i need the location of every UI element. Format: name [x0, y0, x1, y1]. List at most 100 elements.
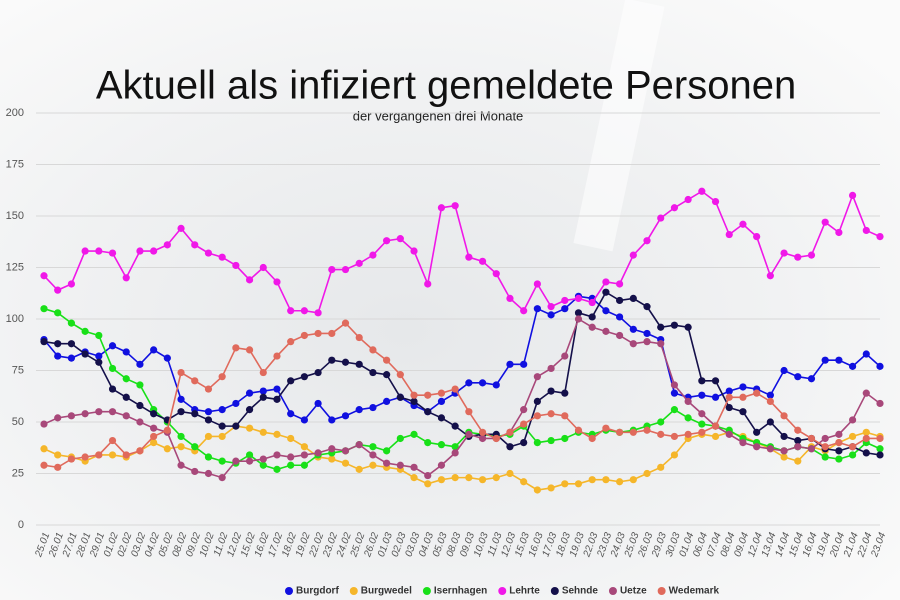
point: [383, 447, 391, 455]
point: [191, 410, 199, 418]
point: [835, 228, 843, 237]
point: [204, 249, 213, 257]
point: [520, 420, 528, 428]
point: [95, 352, 103, 360]
point: [766, 397, 774, 405]
point: [67, 319, 76, 327]
point: [177, 432, 185, 441]
point: [273, 465, 281, 473]
legend-marker: [550, 587, 559, 595]
point: [561, 434, 569, 443]
point: [396, 235, 404, 243]
point: [314, 309, 322, 317]
point: [369, 461, 377, 469]
y-tick-label: 25: [12, 467, 24, 479]
point: [300, 451, 308, 459]
point: [355, 333, 363, 342]
point: [602, 278, 610, 286]
point: [478, 428, 487, 436]
point: [657, 430, 665, 438]
point: [369, 451, 377, 459]
point: [122, 274, 130, 282]
point: [602, 288, 610, 296]
point: [520, 360, 528, 368]
point: [876, 445, 884, 453]
point: [396, 371, 404, 379]
point: [602, 424, 610, 432]
point: [95, 451, 103, 459]
point: [574, 294, 583, 302]
point: [328, 356, 336, 364]
point: [547, 387, 555, 395]
point: [670, 389, 679, 397]
point: [876, 434, 884, 443]
point: [54, 414, 62, 422]
point: [150, 432, 158, 441]
point: [108, 385, 117, 393]
point: [711, 377, 720, 385]
point: [245, 389, 254, 397]
point: [396, 461, 404, 469]
point: [821, 453, 829, 461]
point: [657, 463, 665, 471]
point: [108, 342, 117, 350]
point: [67, 412, 76, 420]
point: [780, 366, 788, 375]
point: [218, 373, 226, 381]
point: [506, 428, 514, 436]
point: [355, 406, 363, 414]
point: [314, 399, 322, 408]
point: [711, 432, 720, 441]
point: [355, 259, 363, 267]
point: [273, 451, 281, 459]
point: [862, 350, 870, 358]
point: [848, 443, 857, 451]
point: [821, 356, 829, 364]
point: [314, 449, 322, 457]
point: [766, 445, 774, 453]
y-tick-label: 75: [12, 364, 24, 376]
point: [81, 327, 89, 335]
point: [657, 214, 665, 222]
point: [588, 298, 596, 307]
point: [670, 451, 679, 459]
point: [259, 455, 267, 463]
point: [108, 436, 117, 445]
point: [355, 441, 363, 449]
point: [643, 237, 651, 245]
legend-marker: [349, 587, 358, 595]
point: [383, 237, 391, 245]
point: [341, 459, 350, 467]
point: [533, 439, 541, 447]
point: [451, 443, 459, 451]
point: [424, 480, 432, 488]
point: [753, 443, 761, 451]
point: [177, 443, 185, 451]
point: [478, 434, 487, 443]
point: [437, 441, 446, 449]
point: [40, 338, 48, 346]
y-tick-label: 200: [6, 107, 24, 119]
point: [862, 389, 870, 397]
point: [876, 451, 884, 459]
point: [369, 368, 377, 377]
point: [561, 352, 569, 360]
point: [698, 428, 706, 436]
point: [616, 280, 624, 288]
point: [588, 313, 596, 321]
point: [204, 453, 213, 461]
point: [794, 436, 802, 445]
point: [54, 309, 62, 317]
point: [520, 439, 528, 447]
point: [739, 439, 747, 447]
point: [616, 313, 624, 321]
point: [136, 360, 144, 368]
point: [629, 340, 637, 348]
point: [177, 224, 185, 232]
point: [451, 474, 459, 482]
point: [492, 381, 500, 389]
point: [561, 412, 569, 420]
legend-label: Uetze: [620, 586, 647, 597]
y-tick-label: 50: [12, 416, 24, 428]
